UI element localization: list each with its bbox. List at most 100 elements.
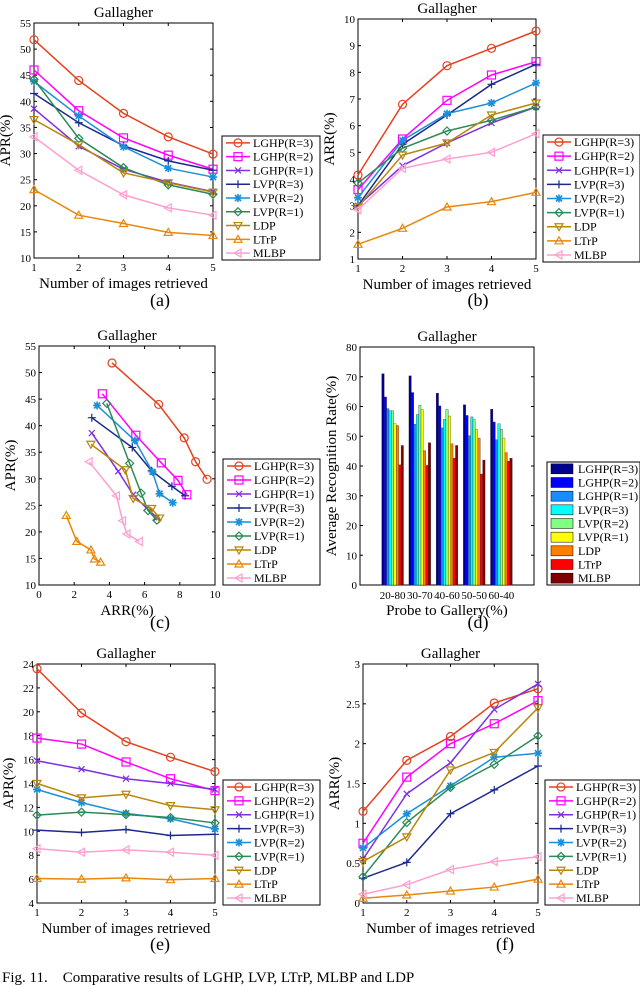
data-point	[111, 490, 121, 501]
legend-label: LGHP(R=2)	[576, 794, 636, 808]
data-point	[118, 169, 129, 179]
legend-marker	[553, 235, 565, 245]
data-point	[77, 828, 86, 837]
data-point	[33, 757, 41, 765]
data-point	[532, 873, 544, 883]
legend-entry: LGHP(R=1)	[549, 808, 636, 822]
chart-panel-c: Gallagher 10 15 20 25 30 35 40 45 50 55 0 2 4 6 8 10 ARR(…	[3, 328, 321, 633]
data-point	[166, 831, 175, 840]
data-point	[173, 475, 183, 485]
series-lghp-r-2-	[32, 733, 220, 796]
data-point	[532, 851, 542, 862]
x-tick-label: 1	[31, 262, 37, 274]
y-tick-label: 70	[346, 372, 358, 384]
legend-label: LVP(R=3)	[253, 177, 303, 191]
legend-label: LVP(R=1)	[253, 205, 303, 219]
bar	[482, 459, 486, 586]
y-tick-label: 1	[355, 818, 361, 830]
x-tick-label: 8	[177, 589, 183, 601]
series-lvp-r-2-	[30, 77, 217, 182]
data-point	[163, 179, 174, 189]
legend-label: MLBP	[254, 571, 287, 585]
bar	[492, 421, 496, 586]
legend-label: LDP	[578, 544, 601, 558]
data-point	[208, 149, 218, 159]
x-tick-label: 2	[79, 907, 85, 919]
panel-label: (f)	[496, 934, 514, 955]
y-tick-label: 10	[344, 14, 356, 26]
data-point	[398, 136, 407, 145]
data-point	[74, 75, 84, 86]
data-point	[352, 239, 364, 248]
data-point	[95, 556, 106, 566]
legend-swatch	[550, 477, 574, 488]
data-point	[210, 818, 220, 828]
legend-entry: LVP(R=3)	[550, 503, 628, 517]
chart-title: Gallagher	[417, 1, 476, 17]
y-tick-label: 24	[23, 659, 35, 671]
data-point	[490, 785, 499, 794]
x-tick-label: 4	[492, 907, 498, 919]
x-axis-label: Probe to Gallery(%)	[386, 603, 508, 619]
data-point	[445, 864, 455, 875]
data-point	[61, 510, 72, 520]
x-tick-label: 60-40	[489, 590, 515, 602]
legend-entry: LGHP(R=3)	[547, 135, 634, 149]
legend-label: LGHP(R=3)	[254, 459, 314, 473]
series-line	[65, 515, 101, 563]
bar	[408, 375, 412, 586]
data-point	[191, 457, 201, 467]
data-point	[489, 881, 500, 891]
y-tick-label: 45	[20, 70, 32, 82]
legend-entry: LVP(R=2)	[550, 517, 628, 531]
series-mlbp	[400, 442, 513, 586]
legend-label: LGHP(R=2)	[574, 149, 634, 163]
series-lghp-r-3-	[353, 26, 541, 180]
legend-marker	[553, 249, 563, 260]
series-lvp-r-1-	[358, 730, 543, 882]
y-tick-label: 16	[23, 755, 35, 767]
y-axis-label: Average Recognition Rate(%)	[324, 376, 340, 556]
data-point	[89, 553, 100, 563]
bar	[495, 439, 498, 586]
data-point	[136, 488, 146, 498]
y-tick-label: 2	[350, 227, 356, 239]
data-point	[446, 809, 455, 818]
y-tick-label: 1	[350, 254, 356, 266]
legend-entry: LGHP(R=3)	[550, 462, 638, 476]
data-point	[401, 833, 412, 843]
data-point	[445, 739, 456, 749]
legend-marker	[235, 838, 243, 847]
y-tick-label: 40	[25, 421, 37, 433]
legend-label: LDP	[254, 863, 277, 877]
data-point	[532, 704, 544, 714]
y-tick-label: 60	[346, 402, 358, 414]
y-tick-label: 10	[25, 580, 37, 592]
legend-marker	[233, 558, 245, 568]
y-tick-label: 15	[25, 553, 37, 565]
data-point	[124, 458, 135, 469]
data-point	[74, 111, 83, 120]
legend-entry: LGHP(R=2)	[547, 149, 634, 163]
bar	[507, 461, 510, 586]
data-point	[353, 178, 363, 188]
legend-label: LGHP(R=1)	[578, 489, 638, 503]
series-mlbp	[357, 851, 542, 900]
bar	[475, 429, 478, 586]
legend-marker	[233, 878, 245, 888]
data-point	[101, 398, 112, 409]
data-point	[534, 749, 542, 758]
series-line	[90, 443, 161, 519]
legend-entry: LDP	[226, 219, 276, 233]
data-point	[163, 227, 174, 237]
x-tick-label: 3	[448, 907, 454, 919]
legend-marker	[553, 223, 565, 232]
y-tick-label: 8	[350, 67, 356, 79]
x-tick-label: 4	[107, 589, 113, 601]
data-point	[207, 210, 217, 221]
data-point	[28, 131, 38, 142]
data-point	[208, 189, 218, 200]
legend-entry: LGHP(R=3)	[226, 136, 313, 150]
bar	[381, 373, 385, 586]
x-tick-label: 4	[166, 262, 172, 274]
